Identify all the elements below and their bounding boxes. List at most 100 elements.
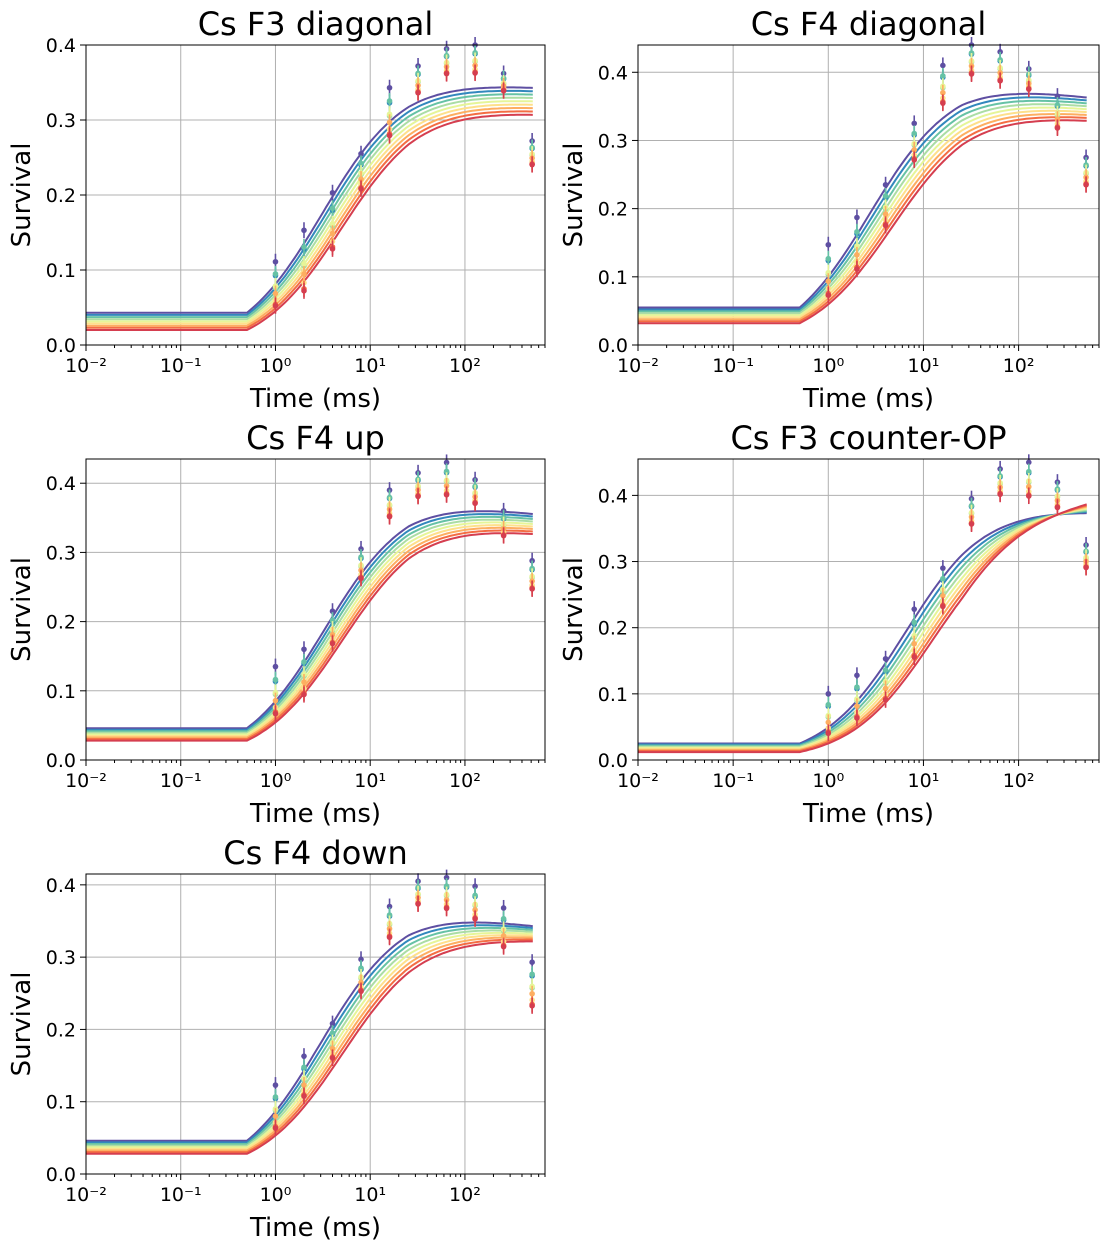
- data-point: [358, 546, 364, 552]
- x-tick-label: 10¹: [354, 1184, 386, 1206]
- x-axis-label: Time (ms): [249, 799, 381, 829]
- y-tick-label: 0.2: [46, 612, 76, 634]
- data-point: [940, 73, 946, 79]
- x-tick-label: 10⁻¹: [712, 770, 754, 792]
- data-point: [825, 701, 832, 708]
- x-tick-label: 10⁻¹: [160, 770, 202, 792]
- data-point: [329, 608, 336, 615]
- data-point: [968, 521, 975, 527]
- fit-curve: [86, 96, 533, 321]
- fit-curve: [86, 921, 533, 1142]
- data-point: [1025, 483, 1032, 490]
- y-tick-label: 0.2: [46, 185, 76, 207]
- data-point: [854, 715, 860, 721]
- fit-curve: [86, 940, 533, 1155]
- data-point: [825, 719, 832, 726]
- data-point: [415, 901, 421, 907]
- data-point: [358, 160, 364, 167]
- data-point: [472, 916, 478, 922]
- fit-curve: [638, 96, 1087, 311]
- x-tick-label: 10¹: [354, 355, 386, 377]
- chart-title: Cs F4 up: [246, 419, 385, 457]
- chart-title: Cs F4 down: [223, 834, 407, 872]
- data-point: [329, 189, 336, 196]
- data-point: [272, 1094, 279, 1100]
- data-point: [940, 593, 946, 599]
- fit-curve: [86, 113, 533, 331]
- x-tick-label: 10⁰: [260, 355, 292, 377]
- y-tick-label: 0.3: [46, 542, 76, 564]
- fit-curve: [638, 116, 1087, 323]
- fit-curve: [86, 524, 533, 737]
- data-point: [825, 241, 832, 248]
- data-point: [301, 244, 307, 250]
- data-point: [386, 934, 393, 941]
- data-point: [329, 1045, 336, 1052]
- fit-curve: [86, 532, 533, 742]
- y-tick-label: 0.0: [598, 750, 628, 772]
- data-point: [500, 532, 507, 539]
- fit-curve: [86, 518, 533, 734]
- chart-title: Cs F3 counter-OP: [730, 419, 1006, 457]
- y-tick-label: 0.4: [46, 35, 76, 57]
- x-tick-label: 10²: [449, 1184, 481, 1206]
- data-point: [911, 632, 918, 639]
- y-tick-label: 0.2: [598, 199, 628, 221]
- plot-frame: [637, 44, 1100, 346]
- fit-curve: [86, 529, 533, 741]
- x-tick-label: 10⁻²: [617, 770, 659, 792]
- data-point: [825, 691, 832, 697]
- data-point: [415, 89, 421, 96]
- y-tick-label: 0.3: [46, 110, 76, 132]
- data-point: [301, 691, 307, 698]
- y-tick-label: 0.0: [46, 335, 76, 357]
- fit-curve: [638, 503, 1087, 754]
- data-point: [301, 271, 307, 277]
- y-axis-label: Survival: [559, 143, 589, 248]
- plot-frame: [85, 458, 546, 761]
- data-point: [301, 227, 307, 234]
- data-point: [386, 903, 393, 910]
- data-point: [500, 87, 507, 94]
- data-point: [472, 892, 478, 899]
- data-point: [882, 697, 889, 703]
- data-point: [968, 50, 975, 56]
- data-point: [329, 1030, 336, 1036]
- data-point: [386, 84, 393, 91]
- data-point: [443, 70, 450, 77]
- data-point: [415, 493, 421, 500]
- fit-curve: [86, 929, 533, 1147]
- data-point: [882, 181, 889, 188]
- data-point: [272, 1113, 279, 1120]
- chart-panel-5: 10⁻² 10⁻¹ 10⁰ 10¹ 10² 0.0 0.1 0.2 0.3 0.4 Cs F4 do…: [7, 834, 546, 1243]
- x-axis-label: Time (ms): [802, 799, 934, 829]
- data-point: [472, 500, 478, 507]
- data-point: [272, 290, 279, 297]
- fit-curve: [86, 521, 533, 736]
- x-tick-label: 10⁻²: [65, 355, 107, 377]
- data-point: [272, 676, 279, 683]
- data-point: [272, 258, 279, 265]
- fit-curve: [86, 938, 533, 1154]
- data-point: [386, 119, 393, 126]
- data-point: [386, 98, 393, 104]
- x-tick-label: 10¹: [354, 770, 386, 792]
- fit-curve: [638, 106, 1087, 317]
- data-point: [1025, 459, 1032, 466]
- data-point: [329, 205, 336, 212]
- y-tick-label: 0.1: [46, 1092, 76, 1114]
- y-tick-label: 0.1: [598, 267, 628, 289]
- data-point: [911, 654, 918, 660]
- data-point: [329, 246, 336, 252]
- data-point: [386, 912, 393, 918]
- x-tick-label: 10⁰: [260, 1184, 292, 1206]
- data-point: [301, 260, 307, 267]
- y-axis-label: Survival: [7, 557, 37, 662]
- data-point: [443, 905, 450, 912]
- fit-curve: [638, 103, 1087, 315]
- fit-curve: [86, 100, 533, 323]
- data-point: [443, 459, 450, 466]
- fit-curve: [86, 931, 533, 1149]
- x-tick-label: 10¹: [908, 355, 940, 377]
